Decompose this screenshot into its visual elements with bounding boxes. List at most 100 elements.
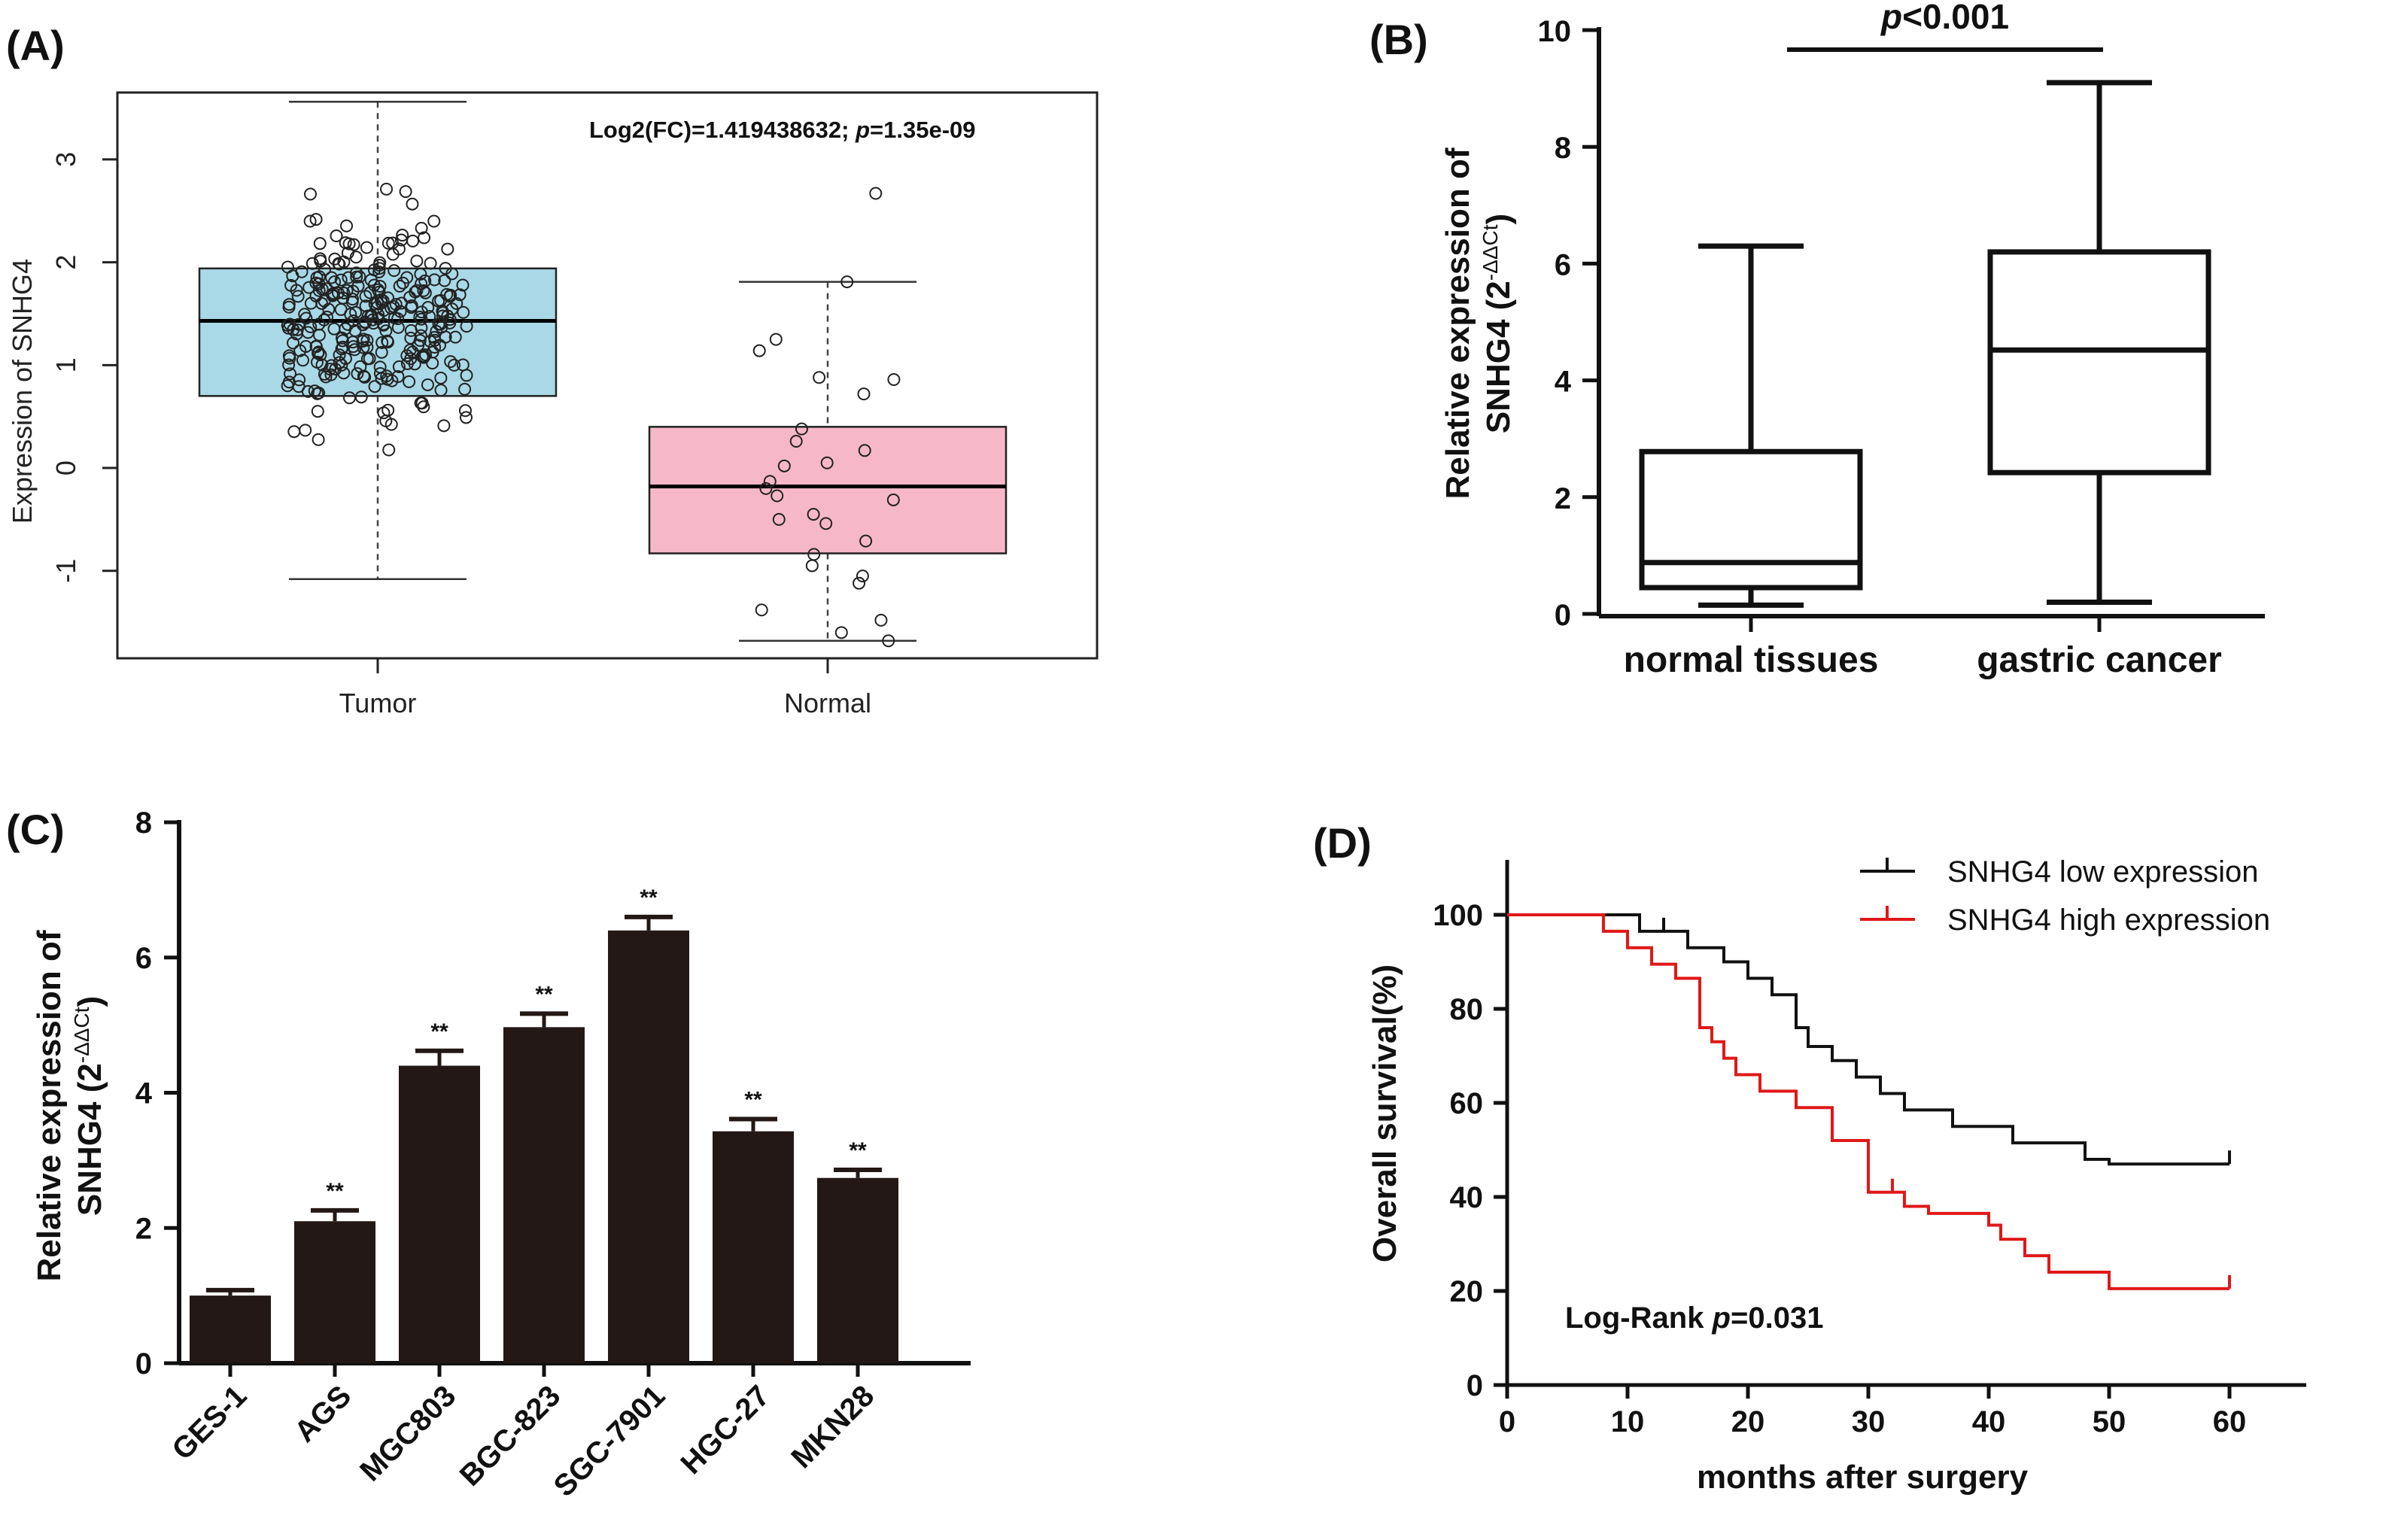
tumor-data-point (368, 380, 381, 393)
panel-d: (D) 0 20 40 60 80 100 0 10 20 30 40 50 60 Overall su… (1313, 819, 2306, 1496)
tumor-data-point (334, 273, 348, 287)
significance-marker: ** (849, 1138, 867, 1163)
normal-data-point (819, 517, 833, 530)
bar (294, 1221, 375, 1363)
normal-data-point (755, 603, 768, 617)
panel-c-bars: GES-1 ** AGS ** MGC803 ** BGC-823 ** SGC-7901 ** H… (166, 885, 898, 1503)
normal-data-point (807, 508, 820, 521)
tumor-data-point (312, 270, 326, 284)
normal-data-point (772, 512, 786, 526)
tumor-data-point (322, 302, 336, 316)
x-tick-label: SGC-7901 (548, 1379, 672, 1503)
tumor-data-point (358, 370, 372, 384)
tumor-data-point (340, 219, 354, 232)
panel-c: (C) 0 2 4 6 8 GES-1 ** AGS ** MGC803 ** BGC-823 ** S… (6, 806, 971, 1503)
x-tick-label: Tumor (339, 688, 417, 718)
panel-a-plot-frame (116, 91, 1099, 660)
x-tick-label: 60 (2213, 1405, 2247, 1438)
box-iqr (648, 426, 1008, 554)
tumor-data-point (314, 254, 327, 268)
tumor-data-point (417, 400, 430, 414)
tumor-data-point (342, 391, 356, 405)
tumor-data-point (359, 299, 372, 313)
normal-data-point (777, 459, 791, 472)
tumor-data-point (427, 273, 441, 287)
tumor-data-point (299, 339, 313, 353)
x-tick-label: HGC-27 (675, 1379, 777, 1481)
normal-data-point (853, 576, 866, 590)
tumor-data-point (348, 343, 361, 357)
y-tick-label: 0 (135, 1347, 152, 1381)
panel-a-y-axis-label: Expression of SNHG4 (7, 259, 38, 524)
y-tick-label: 2 (50, 255, 81, 270)
tumor-data-point (399, 185, 412, 199)
tumor-data-point (337, 366, 351, 380)
x-tick-label: 10 (1611, 1405, 1645, 1438)
y-tick-label: 1 (50, 357, 81, 372)
tumor-data-point (460, 369, 473, 382)
tumor-data-point (351, 367, 364, 381)
y-tick-label: 0 (50, 460, 81, 475)
tumor-data-point (410, 284, 424, 297)
panel-d-y-axis-label: Overall survival(%) (1366, 964, 1403, 1262)
tumor-data-point (302, 281, 316, 294)
tumor-data-point (445, 267, 459, 281)
panel-b-significance-label: p<0.001 (1880, 0, 2009, 36)
tumor-data-point (328, 275, 342, 289)
tumor-data-point (403, 290, 417, 304)
tumor-data-point (346, 293, 360, 306)
panel-d-survival-curves (1507, 913, 2231, 1290)
tumor-data-point (441, 242, 454, 256)
tumor-data-point (336, 340, 349, 354)
y-tick-label: 20 (1450, 1275, 1484, 1308)
normal-data-point (805, 559, 819, 573)
tumor-data-point (340, 284, 354, 297)
tumor-data-point (403, 343, 417, 357)
tumor-data-point (372, 312, 385, 326)
tumor-data-point (360, 352, 374, 366)
tumor-data-point (313, 237, 327, 251)
tumor-data-point (381, 334, 394, 348)
tumor-data-point (357, 341, 370, 354)
tumor-data-point (459, 411, 473, 424)
tumor-data-point (305, 257, 319, 270)
y-tick-label: 100 (1433, 899, 1483, 932)
tumor-data-point (379, 324, 393, 338)
tumor-data-point (304, 296, 318, 310)
panel-d-ticks: 0 20 40 60 80 100 0 10 20 30 40 50 60 (1433, 899, 2246, 1438)
tumor-data-point (311, 405, 324, 418)
normal-data-point (834, 626, 848, 639)
panel-b-ticks: 0 2 4 6 8 10 (1538, 15, 1599, 632)
panel-a-plot-area: Tumor Normal (198, 101, 1008, 718)
tumor-data-point (443, 290, 457, 303)
y-tick-label: 2 (135, 1212, 152, 1245)
normal-data-point (789, 435, 803, 448)
tumor-data-point (287, 425, 301, 439)
tumor-data-point (346, 336, 360, 349)
normal-data-point (859, 534, 873, 548)
tumor-data-point (404, 323, 418, 337)
tumor-data-point (324, 368, 338, 381)
panel-a-fold-change-annotation: Log2(FC)=1.419438632; p=1.35e-09 (589, 117, 976, 143)
tumor-data-point (284, 367, 297, 381)
x-tick-label: normal tissues (1624, 640, 1879, 680)
tumor-data-point (457, 305, 470, 319)
y-tick-label: 0 (1555, 599, 1571, 632)
tumor-data-point (392, 242, 406, 256)
y-tick-label: 3 (50, 152, 81, 167)
tumor-data-point (296, 354, 310, 367)
tumor-data-point (304, 320, 318, 333)
tumor-data-point (417, 284, 430, 297)
bar (190, 1295, 271, 1363)
tumor-data-point (388, 264, 401, 278)
y-tick-label: 4 (1555, 366, 1572, 399)
tumor-data-point (291, 290, 305, 303)
tumor-data-point (414, 329, 427, 342)
tumor-data-point (430, 324, 443, 338)
x-tick-label: AGS (288, 1379, 357, 1448)
tumor-data-point (458, 404, 472, 418)
tumor-data-point (415, 350, 429, 363)
tumor-data-point (309, 340, 323, 354)
tumor-data-point (287, 336, 300, 350)
panel-d-x-axis-label: months after surgery (1697, 1459, 2029, 1496)
